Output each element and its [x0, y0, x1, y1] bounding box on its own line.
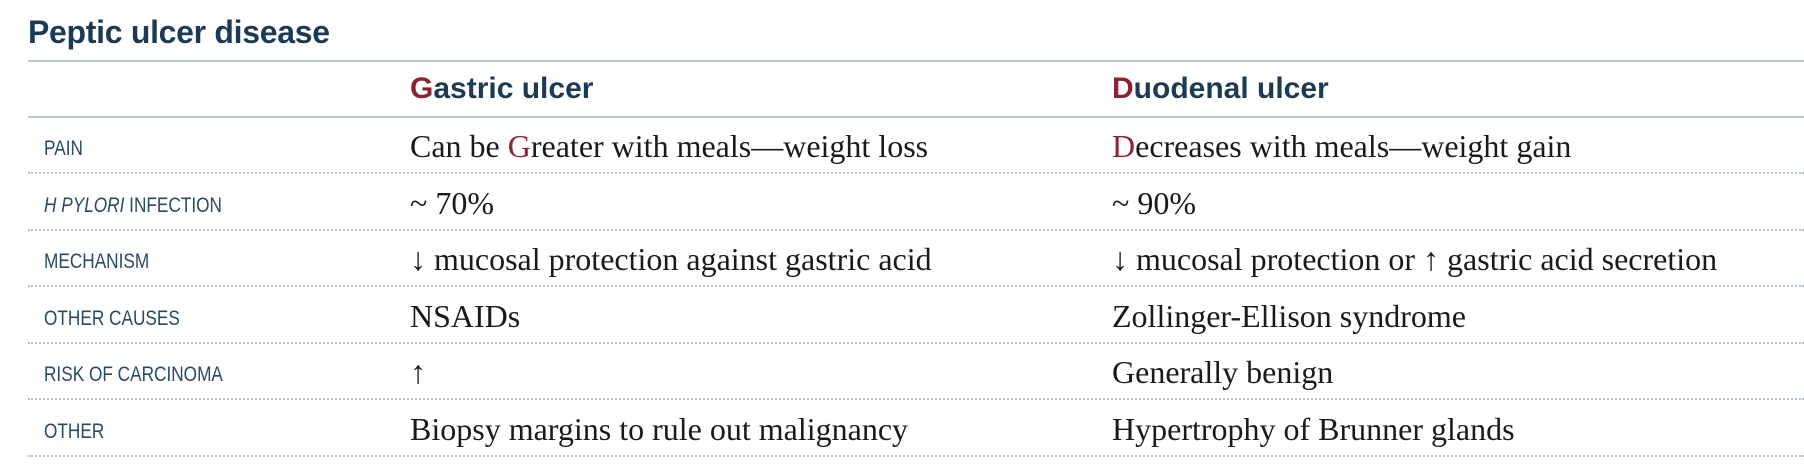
table-row: Risk of carcinoma ↑ Generally benign — [28, 344, 1804, 400]
column-header-text: uodenal ulcer — [1133, 72, 1329, 105]
cell-text-accent: G — [507, 128, 531, 164]
cell-text-pre: ↓ mucosal protection against gastric aci… — [410, 241, 932, 277]
cell-duodenal: ↓ mucosal protection or ↑ gastric acid s… — [1112, 241, 1717, 278]
row-label-text: Mechanism — [44, 250, 150, 273]
table-row: H pylori infection ~ 70% ~ 90% — [28, 175, 1804, 231]
row-label: H pylori infection — [44, 194, 222, 218]
page-title: Peptic ulcer disease — [28, 14, 330, 50]
column-header-text: astric ulcer — [433, 72, 594, 105]
column-header-duodenal: Duodenal ulcer — [1112, 72, 1329, 106]
row-divider — [28, 398, 1804, 400]
table-row: Mechanism ↓ mucosal protection against ga… — [28, 231, 1804, 287]
cell-gastric: NSAIDs — [410, 298, 520, 335]
column-header-accent: G — [410, 72, 434, 105]
column-header-gastric: Gastric ulcer — [410, 72, 593, 106]
cell-gastric: ~ 70% — [410, 185, 494, 222]
row-label-text: Other causes — [44, 306, 180, 330]
cell-duodenal: Decreases with meals—weight gain — [1112, 128, 1571, 165]
table-row: Pain Can be Greater with meals—weight los… — [28, 118, 1804, 174]
cell-gastric: ↓ mucosal protection against gastric aci… — [410, 241, 932, 278]
row-label: Risk of carcinoma — [44, 363, 223, 387]
cell-text-post: reater with meals—weight loss — [530, 128, 929, 164]
cell-text-pre: Can be — [410, 128, 508, 164]
cell-duodenal: Hypertrophy of Brunner glands — [1112, 411, 1515, 448]
row-divider — [28, 228, 1804, 231]
cell-text-pre: Generally benign — [1112, 354, 1334, 390]
cell-text-pre: ~ 70% — [410, 184, 494, 221]
cell-duodenal: Zollinger-Ellison syndrome — [1112, 298, 1466, 335]
row-label-text: Pain — [44, 137, 83, 160]
row-label: Other causes — [44, 307, 180, 331]
cell-gastric: Biopsy margins to rule out malignancy — [410, 411, 908, 448]
cell-text-post: ecreases with meals—weight gain — [1135, 128, 1572, 164]
cell-text-pre: NSAIDs — [410, 297, 521, 334]
row-divider — [28, 285, 1804, 287]
cell-text-pre: ↓ mucosal protection or ↑ gastric acid s… — [1112, 241, 1718, 277]
cell-text-pre: Hypertrophy of Brunner glands — [1112, 410, 1515, 447]
row-divider — [28, 172, 1804, 174]
cell-text-pre: Zollinger-Ellison syndrome — [1112, 297, 1466, 334]
row-label: Pain — [44, 137, 83, 161]
cell-text-accent: D — [1112, 128, 1136, 164]
title-divider — [28, 60, 1804, 62]
header-divider — [28, 116, 1804, 118]
cell-duodenal: Generally benign — [1112, 354, 1333, 391]
cell-text-pre: ↑ — [410, 354, 426, 390]
cell-gastric: ↑ — [410, 354, 426, 391]
row-label-text: Other — [44, 419, 105, 443]
row-divider — [28, 341, 1804, 344]
row-label-italic: H pylori — [44, 193, 125, 217]
table-row: Other Biopsy margins to rule out malignan… — [28, 401, 1804, 457]
column-header-accent: D — [1112, 72, 1134, 105]
table-row: Other causes NSAIDs Zollinger-Ellison synd… — [28, 288, 1804, 344]
cell-gastric: Can be Greater with meals—weight loss — [410, 128, 928, 165]
cell-text-pre: Biopsy margins to rule out malignancy — [410, 410, 909, 447]
row-label-text: Risk of carcinoma — [44, 363, 223, 386]
cell-text-pre: ~ 90% — [1112, 184, 1196, 221]
cell-duodenal: ~ 90% — [1112, 185, 1196, 222]
row-label: Mechanism — [44, 250, 149, 274]
row-label-text: infection — [124, 193, 222, 217]
row-divider — [28, 454, 1804, 457]
row-label: Other — [44, 420, 104, 444]
